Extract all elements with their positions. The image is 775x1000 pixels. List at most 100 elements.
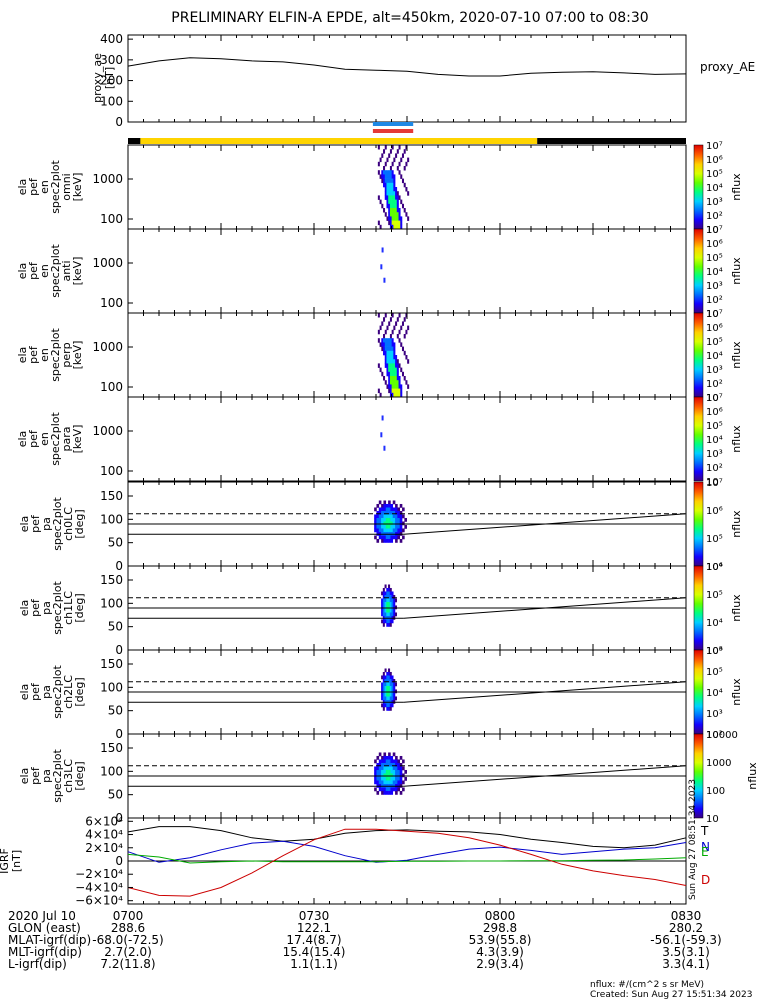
spectrogram-pixel — [392, 780, 396, 785]
spectrogram-pixel — [383, 752, 387, 757]
spectrogram-pixel — [388, 608, 391, 613]
spectrogram-pixel — [384, 350, 387, 356]
spectrogram-pixel — [383, 787, 387, 792]
spectrogram-pixel — [389, 334, 392, 339]
spectrogram-pixel — [385, 514, 389, 519]
colorbar-tick-label: 10² — [706, 463, 723, 474]
spectrogram-pixel — [396, 224, 399, 230]
loss-cone-line — [403, 765, 687, 787]
spectrogram-pixel — [389, 388, 392, 394]
colorbar-tick-label: 100 — [706, 786, 725, 797]
spectrogram-pixel — [391, 392, 394, 398]
panel-pa_ch2: 050100150elapefpaspec2plotch2LC[deg]10²1… — [18, 646, 743, 741]
spectrogram-pixel — [386, 675, 389, 680]
spectrogram-pixel — [381, 769, 384, 774]
spectrogram-pixel — [397, 766, 401, 771]
spectrogram-pixel — [378, 514, 382, 519]
spectrogram-pixel — [384, 608, 387, 613]
spectrogram-pixel — [395, 220, 398, 226]
spectrogram-pixel — [397, 773, 401, 778]
spectrogram-pixel — [382, 678, 385, 683]
spectrogram-pixel — [381, 703, 384, 708]
spectrogram-pixel — [389, 696, 392, 701]
spectrogram-pixel — [392, 517, 396, 522]
spectrogram-pixel — [391, 187, 394, 192]
spectrogram-pixel — [386, 325, 389, 331]
spectrogram-pixel — [389, 363, 392, 368]
spectrogram-pixel — [384, 685, 387, 690]
footer-row-value: 288.6 — [111, 921, 145, 935]
spectrogram-pixel — [386, 157, 389, 163]
spectrogram-pixel — [376, 755, 380, 760]
colorbar-tick-label: 10000 — [706, 730, 738, 741]
spectrogram-pixel — [393, 187, 396, 192]
ytick-label: 0 — [115, 643, 123, 657]
spectrogram-pixel — [381, 689, 384, 694]
spectrogram-pixel — [396, 317, 399, 322]
panel-ylabel-line: spec2plot — [49, 412, 62, 466]
footer-row-value: 0800 — [485, 909, 516, 923]
spectrogram-pixel — [377, 220, 380, 226]
spectrogram-pixel — [391, 591, 394, 596]
panel-ylabel-line: [keV] — [71, 173, 84, 202]
spectrogram-pixel — [390, 762, 394, 767]
spectrogram-pixel — [404, 517, 407, 522]
colorbar-tick-label: 10 — [706, 477, 719, 488]
spectrogram-pixel — [382, 706, 385, 711]
spectrogram-pixel — [388, 605, 391, 610]
spectrogram-pixel — [389, 203, 392, 209]
spectrogram-pixel — [389, 622, 392, 627]
ytick-label: 1000 — [92, 424, 123, 438]
spectrogram-pixel — [391, 685, 394, 690]
spectrogram-pixel — [379, 342, 382, 347]
proxy-ae-ytick: 200 — [100, 74, 123, 88]
ytick-label: 1000 — [92, 256, 123, 270]
spectrogram-pixel — [389, 199, 392, 205]
spectrogram-pixel — [384, 178, 387, 184]
panel-ylabel-line: ch3LC — [62, 759, 75, 793]
spectrogram-pixel — [386, 203, 389, 209]
colorbar-tick-label: 10⁶ — [706, 646, 723, 657]
spectrogram-pixel — [391, 696, 394, 701]
spectrogram-pixel — [395, 321, 398, 326]
colorbar-tick-label: 10⁷ — [706, 225, 723, 236]
spectrogram-pixel — [383, 149, 386, 154]
spectrogram-pixel — [395, 203, 398, 209]
spectrogram-pixel — [388, 182, 391, 188]
colorbar-tick-label: 10⁵ — [706, 534, 723, 545]
spectrogram-pixel — [391, 145, 394, 150]
footer-row-value: 53.9(55.8) — [469, 933, 532, 947]
spectrogram-pixel — [395, 538, 398, 543]
spectrogram-pixel — [393, 682, 396, 687]
footer-row-value: -56.1(-59.3) — [650, 933, 721, 947]
colorbar-tick-label: 10⁷ — [706, 393, 723, 404]
colorbar-tick-label: 10² — [706, 295, 723, 306]
spectrogram-pixel — [383, 521, 387, 526]
spectrogram-pixel — [384, 689, 387, 694]
spectrogram-pixel — [388, 216, 391, 221]
panel-ylabel-line: en — [38, 180, 51, 194]
spectrogram-pixel — [385, 769, 389, 774]
spectrogram-pixel — [386, 182, 389, 188]
spectrogram-pixel — [385, 510, 389, 515]
spectrogram-pixel — [396, 371, 399, 377]
spectrogram-pixel — [400, 388, 403, 394]
spectrogram-pixel — [384, 598, 387, 603]
spectrogram-pixel — [390, 773, 394, 778]
spectrogram-pixel — [395, 787, 398, 792]
spectrogram-pixel — [386, 682, 389, 687]
spectrogram-pixel — [374, 521, 377, 526]
footer-row-value: 4.3(3.9) — [476, 945, 524, 959]
spectrogram-pixel — [393, 612, 396, 617]
spectrogram-pixel — [393, 388, 396, 394]
colorbar-tick-label: 10 — [706, 225, 719, 236]
spectrogram-pixel — [381, 371, 384, 377]
footer-row-value: 3.3(4.1) — [662, 957, 710, 971]
spectrogram-pixel — [395, 355, 398, 360]
spectrogram-pixel — [379, 325, 382, 331]
spectrogram-pixel — [389, 191, 392, 196]
colorbar-label: nflux — [730, 341, 743, 369]
spectrogram-pixel — [393, 371, 396, 377]
spectrogram-pixel — [395, 380, 398, 385]
